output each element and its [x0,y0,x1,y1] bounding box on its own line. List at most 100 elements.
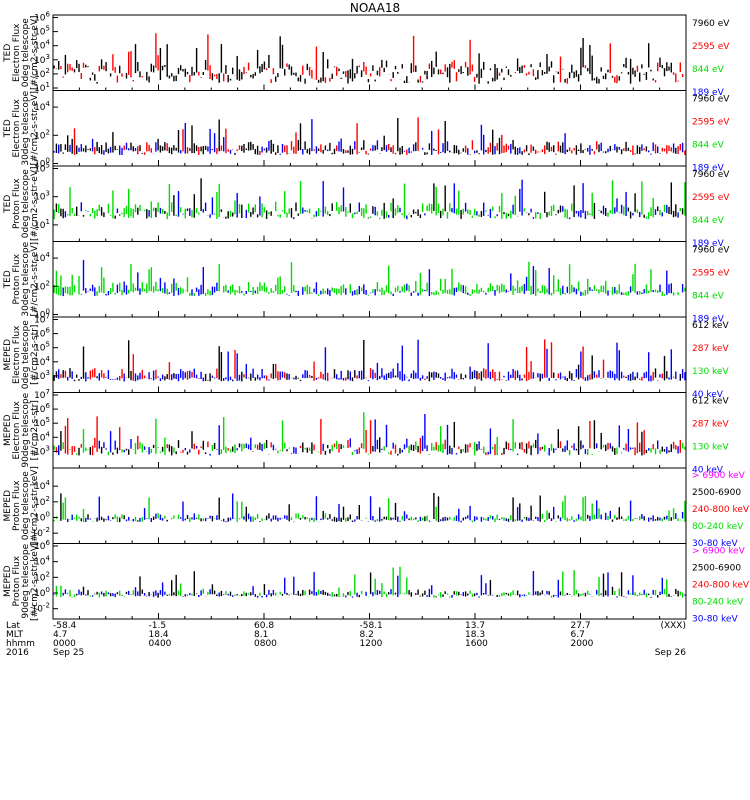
legend-entry: 2595 eV [692,193,730,203]
footer-tick-value: 0000 [53,639,76,649]
footer-tick-value: 6.7 [571,630,585,640]
legend-entry: 189 eV [692,164,725,174]
footer-tick-value: 13.7 [465,621,485,631]
footer-tick-value: -58.1 [360,621,383,631]
panel-6-traces [53,412,686,456]
legend-entry: 844 eV [692,216,725,226]
ylabel-line: MEPED [3,414,13,446]
ylabel-line: TED [3,44,13,63]
footer-tick-value: -58.4 [53,621,77,631]
legend-entry: 189 eV [692,88,725,98]
legend-entry: 189 eV [692,315,725,325]
footer-row-label: MLT [6,630,24,640]
legend-entry: 40 keV [692,390,724,400]
footer-tick-value: 8.1 [254,630,268,640]
ylabel-line: 0deg telescope [21,18,31,88]
legend-entry: 240-800 keV [692,581,750,591]
panel-ylabel: TEDProton Flux0deg telescope[#/cm2-s-str… [3,166,40,241]
legend-entry: 612 keV [692,397,729,407]
y-tick-label: 107 [34,388,50,401]
panel-ylabel: MEPEDProton Flux90deg telescope[#/cm2-s-… [3,542,40,621]
footer-tick-value: 1200 [360,639,383,649]
panel-frame [52,165,687,242]
ylabel-line: Electron Flux [12,400,22,459]
footer-tick-value: 0800 [254,639,277,649]
panel-3-traces [53,178,686,220]
panel-ylabel: MEPEDProton Flux0deg telescope[#/cm2-s-s… [3,466,40,545]
panel-frame [52,543,687,620]
footer-tick-value: 0400 [149,639,172,649]
ylabel-line: 30deg telescope [21,241,31,316]
legend-entry: > 6900 keV [692,471,746,481]
legend-entry: 7960 eV [692,170,730,180]
ylabel-line: [#/cm2-s-str-eV] [30,242,40,317]
legend-entry: 30-80 keV [692,615,738,625]
ylabel-line: MEPED [3,565,13,597]
legend-entry: 130 keV [692,367,729,377]
legend-entry: 80-240 keV [692,522,744,532]
legend-entry: 240-800 keV [692,505,750,515]
panel-7-traces [53,493,686,523]
legend-entry: 7960 eV [692,246,730,256]
legend-entry: 844 eV [692,292,725,302]
legend-entry: 2595 eV [692,269,730,279]
ylabel-line: [#/cm2-s-str-eV] [30,166,40,241]
ylabel-line: MEPED [3,339,13,371]
legend-entry: 2500-6900 [692,564,741,574]
footer-tick-value: -1.5 [149,621,167,631]
legend-entry: 2595 eV [692,118,730,128]
footer-tick-value: (XXX) [660,621,686,631]
legend-entry: 844 eV [692,141,725,151]
panel-frame [52,90,687,167]
panel-ylabel: TEDProton Flux30deg telescope[#/cm2-s-st… [3,241,40,316]
footer-tick-value: 4.7 [53,630,67,640]
footer-row-label: hhmm [6,639,35,649]
ylabel-line: TED [3,119,13,138]
legend-entry: 80-240 keV [692,598,744,608]
panel-1-traces [53,33,684,84]
ylabel-line: Electron Flux [12,23,22,82]
panel-8-traces [53,566,686,598]
ylabel-line: 30deg telescope [21,90,31,165]
ylabel-line: 0deg telescope [21,320,31,390]
ylabel-line: Proton Flux [12,555,22,606]
ylabel-line: Proton Flux [12,480,22,531]
ylabel-line: TED [3,270,13,289]
ylabel-line: [#/cm2-s-str-keV] [30,542,40,621]
ylabel-line: [#/cm2-s-str] [30,325,40,385]
footer-tick-value: 18.3 [465,630,485,640]
ylabel-line: Proton Flux [12,253,22,304]
footer-row-label: 2016 [6,648,29,658]
ylabel-line: 0deg telescope [21,169,31,239]
ylabel-line: MEPED [3,490,13,522]
legend-entry: 7960 eV [692,19,730,29]
panel-4-traces [53,259,686,297]
footer-tick-value: 8.2 [360,630,374,640]
ylabel-line: 90deg telescope [21,392,31,467]
footer-tick-value: 18.4 [149,630,169,640]
legend-entry: 612 keV [692,321,729,331]
panel-ylabel: MEPEDElectron Flux90deg telescope[#/cm2-… [3,392,40,467]
ylabel-line: 0deg telescope [21,471,31,541]
ylabel-line: [#/cm2-s-str-eV] [30,91,40,166]
legend-entry: 844 eV [692,65,725,75]
legend-entry: 130 keV [692,443,729,453]
panel-5-traces [53,339,686,382]
legend-entry: 189 eV [692,239,725,249]
figure-title: NOAA18 [350,1,400,15]
legend-entry: 7960 eV [692,95,730,105]
footer-tick-value: 27.7 [571,621,591,631]
panel-ylabel: TEDElectron Flux0deg telescope[#/cm2-s-s… [3,15,40,90]
legend-entry: > 6900 keV [692,547,746,557]
legend-entry: 40 keV [692,466,724,476]
